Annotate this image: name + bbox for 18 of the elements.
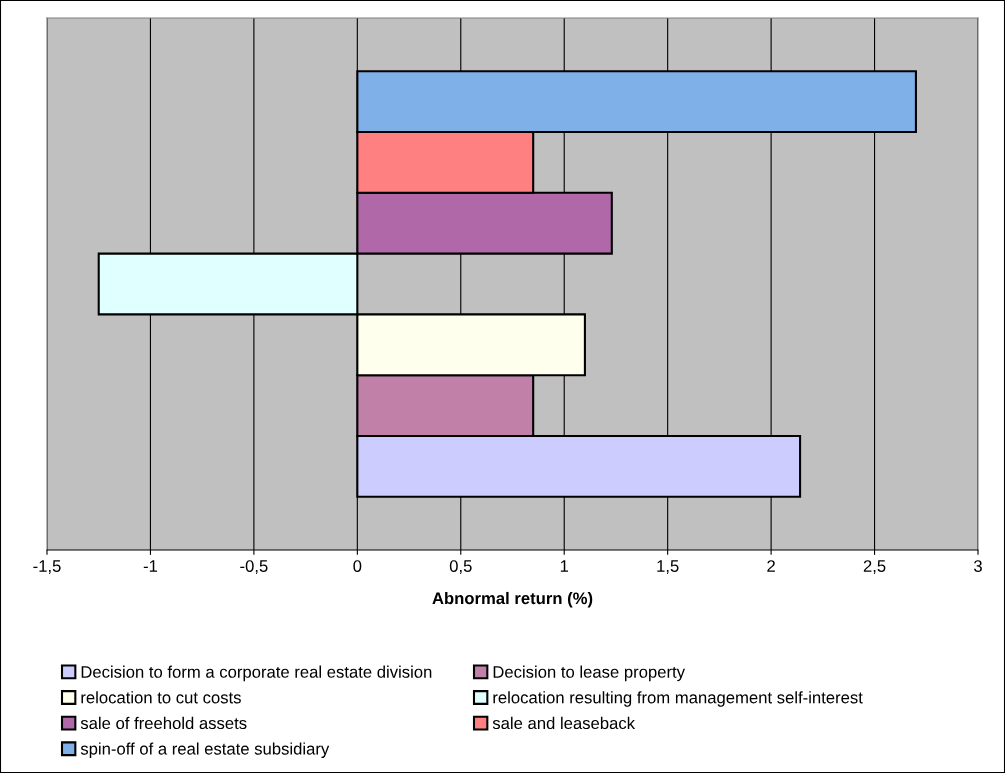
x-tick-label: -1,5	[33, 560, 61, 574]
legend-label: relocation resulting from management self-interest	[493, 691, 863, 707]
x-tick-label: 1	[560, 560, 569, 572]
x-tick-label: 3	[974, 560, 982, 572]
x-tick-label: 1,5	[657, 560, 679, 574]
legend-label: spin-off of a real estate subsidiary	[80, 742, 330, 758]
legend-label: Decision to lease property	[493, 665, 685, 682]
legend-label: sale of freehold assets	[80, 716, 247, 730]
x-axis-title: Abnormal return (%)	[432, 591, 593, 608]
legend-label: Decision to form a corporate real estate division	[81, 665, 432, 682]
x-tick-label: 0,5	[449, 560, 472, 574]
legend-label: relocation to cut costs	[81, 691, 241, 704]
legend-label: sale and leaseback	[492, 716, 636, 730]
x-tick-label: -1	[143, 560, 158, 572]
x-tick-label: 0	[353, 560, 362, 572]
x-tick-label: 2	[767, 560, 775, 572]
x-tick-label: -0,5	[240, 560, 268, 574]
x-tick-label: 2,5	[863, 560, 886, 574]
